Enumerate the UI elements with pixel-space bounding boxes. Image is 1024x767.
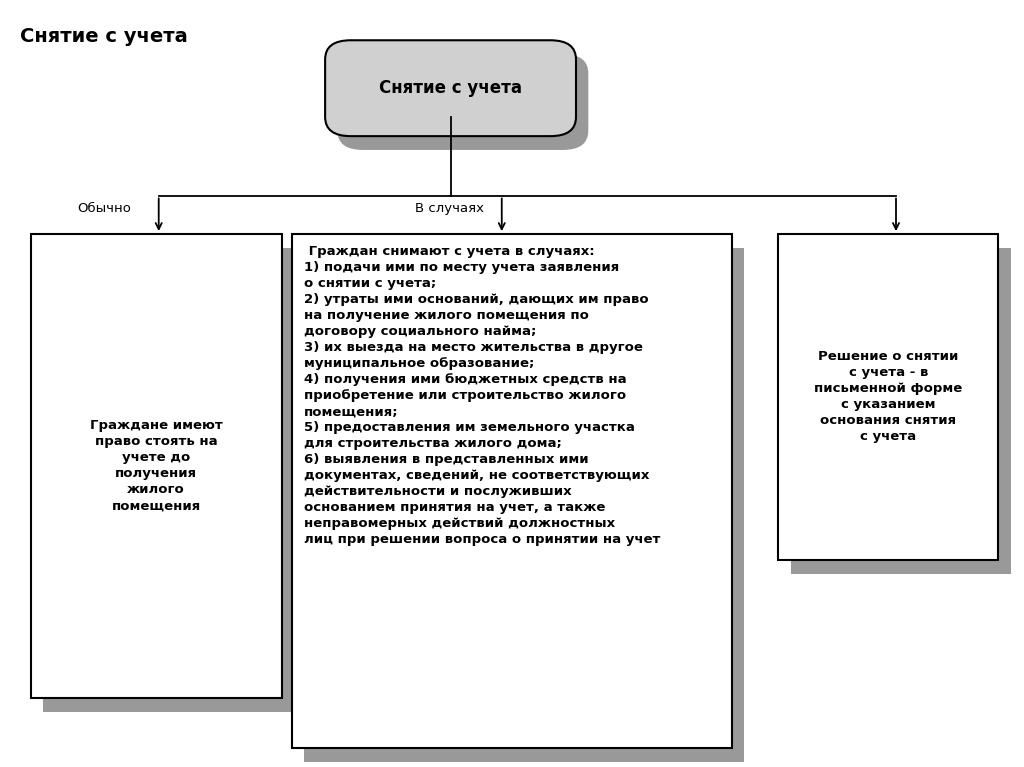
- Text: Снятие с учета: Снятие с учета: [20, 27, 188, 46]
- FancyBboxPatch shape: [31, 234, 282, 698]
- Text: В случаях: В случаях: [415, 202, 483, 215]
- FancyBboxPatch shape: [326, 41, 575, 137]
- Text: Граждан снимают с учета в случаях:
1) подачи ими по месту учета заявления
о снят: Граждан снимают с учета в случаях: 1) по…: [304, 245, 660, 546]
- FancyBboxPatch shape: [43, 248, 294, 712]
- FancyBboxPatch shape: [791, 248, 1011, 574]
- Text: Снятие с учета: Снятие с учета: [379, 79, 522, 97]
- Text: Обычно: Обычно: [77, 202, 131, 215]
- FancyBboxPatch shape: [304, 248, 744, 762]
- FancyBboxPatch shape: [778, 234, 998, 560]
- Text: Решение о снятии
с учета - в
письменной форме
с указанием
основания снятия
с уче: Решение о снятии с учета - в письменной …: [814, 351, 963, 443]
- FancyBboxPatch shape: [292, 234, 732, 748]
- FancyBboxPatch shape: [338, 54, 588, 150]
- Text: Граждане имеют
право стоять на
учете до
получения
жилого
помещения: Граждане имеют право стоять на учете до …: [90, 420, 222, 512]
